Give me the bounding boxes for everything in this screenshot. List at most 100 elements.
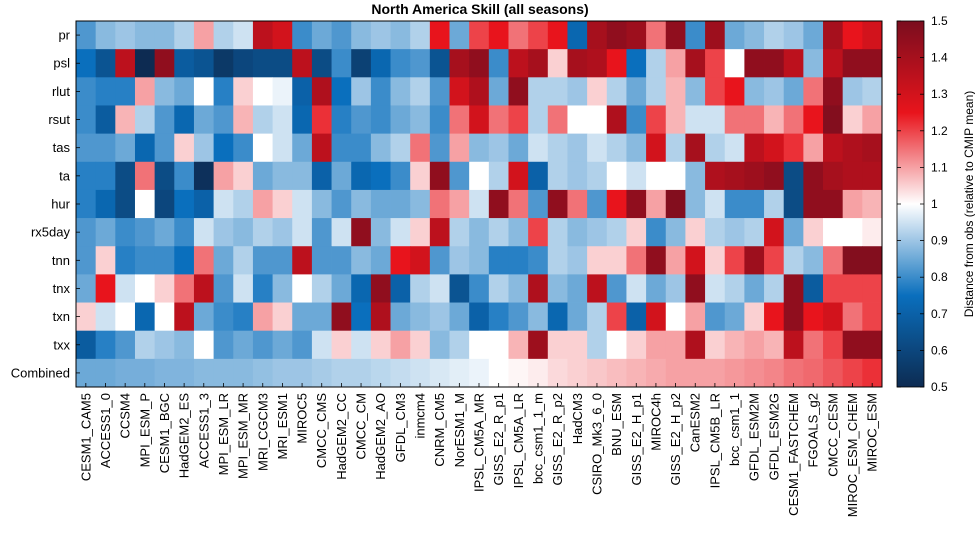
heatmap-cell [744,246,765,275]
heatmap-cell [292,105,313,135]
column-label: CESM1_CAM5 [78,393,93,481]
heatmap-cell [744,218,765,247]
heatmap-cell [842,218,863,247]
heatmap-cell [115,133,136,163]
heatmap-cell [823,105,844,135]
heatmap-cell [469,49,490,78]
heatmap-cell [724,77,745,106]
heatmap-cell [606,218,627,247]
heatmap-cell [76,133,97,163]
heatmap-cell [193,49,215,78]
heatmap-cell [705,189,726,219]
heatmap-cell [764,105,785,135]
heatmap-cell [646,358,667,388]
heatmap-cell [567,218,588,247]
colorbar-tick-label: 1.1 [931,160,948,174]
heatmap-cell [351,358,372,388]
heatmap-cell [606,161,627,191]
heatmap-cell [823,330,844,360]
heatmap-cell [705,246,726,275]
heatmap-cell [764,330,785,360]
heatmap-cell [705,330,726,360]
colorbar-tick-label: 1.2 [931,124,948,138]
heatmap-cell [429,246,450,275]
heatmap-cell [351,21,372,50]
heatmap-cell [115,330,136,360]
heatmap-cell [449,330,470,360]
heatmap-cell [587,218,608,247]
heatmap-cell [567,161,588,191]
heatmap-cell [292,21,313,50]
column-label: BNU_ESM [609,393,624,456]
heatmap-cell [351,218,372,247]
heatmap-cell [272,246,293,275]
heatmap-cell [272,77,293,106]
heatmap-cell [154,21,175,50]
heatmap-cell [154,161,175,191]
heatmap-cell [213,105,234,135]
heatmap-cell [95,330,116,360]
heatmap-cell [449,302,470,332]
heatmap-cell [311,49,332,78]
heatmap-cell [685,246,706,275]
heatmap-cell [705,49,726,78]
heatmap-cell [233,21,254,50]
heatmap-cell [587,49,608,78]
heatmap-cell [744,302,765,332]
heatmap-cell [646,218,667,247]
heatmap-cell [331,302,352,332]
heatmap-cell [803,330,824,360]
heatmap-cell [705,77,726,106]
heatmap-cell [292,161,313,191]
column-label: HadGEM2_ES [177,393,192,479]
heatmap-cell [744,274,765,303]
column-label: MPI_ESM_LR [216,393,231,475]
heatmap-cell [606,133,627,163]
heatmap-cell [823,49,844,78]
heatmap-cell [351,105,372,135]
colorbar [896,20,925,388]
heatmap-cell [724,189,745,219]
heatmap-cell [134,21,156,50]
heatmap-cell [429,302,450,332]
heatmap-cell [724,330,745,360]
column-label: MRI_ESM1 [275,393,290,459]
heatmap-cell [685,358,706,388]
row-label: txn [53,309,70,324]
heatmap-cell [449,77,470,106]
heatmap-cell [95,274,116,303]
heatmap-cell [764,21,785,50]
heatmap-cell [665,161,686,191]
heatmap-cell [292,189,313,219]
heatmap-cell [449,218,470,247]
heatmap-cell [410,218,431,247]
colorbar-ticks: 0.5 0.6 0.7 0.8 0.9 1 1.1 1.2 1.3 1.4 1.5 [897,14,948,394]
heatmap-cell [213,302,234,332]
heatmap-cell [744,358,765,388]
heatmap-cell [508,246,529,275]
heatmap-cell [803,77,824,106]
row-label: rsut [48,112,70,127]
heatmap-cell [803,358,824,388]
heatmap-cell [842,21,863,50]
heatmap-cell [606,330,627,360]
chart-title: North America Skill (all seasons) [371,1,588,17]
heatmap-cell [469,105,490,135]
heatmap-cell [665,246,686,275]
heatmap-cell [154,49,175,78]
heatmap-cell [370,189,391,219]
column-label: GFDL_ESM2G [766,393,781,480]
row-label: rx5day [31,225,71,240]
heatmap-cell [134,274,156,303]
heatmap-cell [95,77,116,106]
heatmap-cell [95,133,116,163]
heatmap-cell [331,105,352,135]
heatmap-cell [764,189,785,219]
heatmap-cell [292,77,313,106]
heatmap-cell [764,302,785,332]
heatmap-cell [823,133,844,163]
heatmap-cell [390,274,411,303]
heatmap-cell [646,330,667,360]
heatmap-cell [390,302,411,332]
heatmap-cell [410,105,431,135]
